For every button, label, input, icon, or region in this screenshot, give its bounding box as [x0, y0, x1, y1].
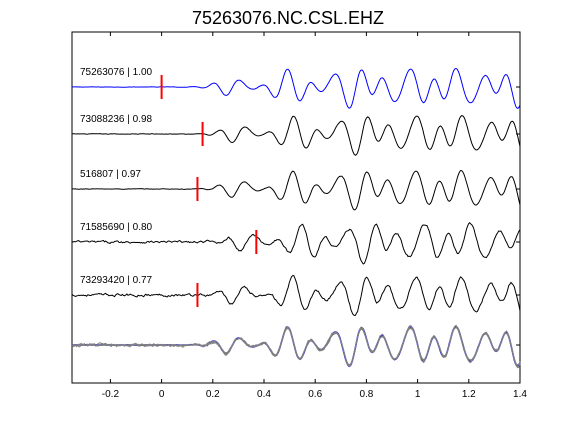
trace-row: 75263076 | 1.00: [71, 67, 521, 110]
x-tick-label: 0.6: [308, 389, 322, 400]
x-tick-label: 0.4: [257, 389, 271, 400]
x-axis: -0.2 0 0.2 0.4 0.6 0.8 1 1.2 1.4: [102, 32, 527, 400]
trace-line: [71, 275, 521, 316]
overlay-line: [71, 324, 521, 368]
trace-row: 73088236 | 0.98: [71, 114, 521, 156]
chart-title: 75263076.NC.CSL.EHZ: [192, 8, 384, 28]
trace-line: [71, 115, 521, 156]
aligned-overlay: [71, 324, 521, 369]
trace-line: [71, 67, 521, 110]
x-tick-label: 1.4: [513, 389, 527, 400]
x-tick-label: 0: [159, 389, 165, 400]
x-tick-label: 1.2: [462, 389, 476, 400]
trace-line: [72, 169, 521, 211]
x-tick-label: 0.8: [359, 389, 373, 400]
plot-area: [71, 31, 521, 384]
trace-line: [71, 221, 521, 265]
trace-label: 71585690 | 0.80: [80, 222, 153, 233]
x-tick-label: 0.2: [206, 389, 220, 400]
trace-label: 75263076 | 1.00: [80, 67, 153, 78]
trace-row: 73293420 | 0.77: [71, 275, 521, 316]
trace-label: 516807 | 0.97: [80, 169, 141, 180]
x-tick-label: -0.2: [102, 389, 120, 400]
trace-row: 71585690 | 0.80: [71, 221, 521, 265]
x-tick-label: 1: [415, 389, 421, 400]
trace-label: 73088236 | 0.98: [80, 114, 153, 125]
trace-row: 516807 | 0.97: [72, 169, 521, 211]
trace-group: 75263076 | 1.00 73088236 | 0.98 516807 | 0…: [71, 67, 521, 316]
trace-label: 73293420 | 0.77: [80, 275, 153, 286]
